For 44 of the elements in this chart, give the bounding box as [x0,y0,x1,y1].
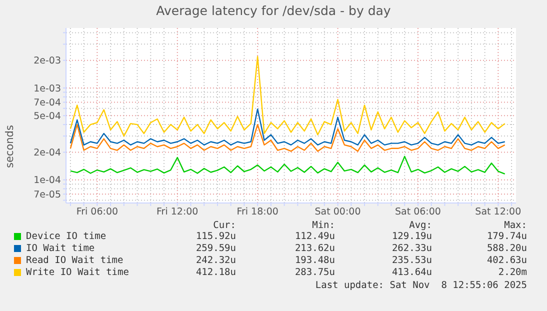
text: 112.49u [294,231,335,242]
text: 283.75u [294,267,335,278]
legend-label: IO Wait time [26,243,95,254]
y-tick-label: 2e-03 [34,56,61,67]
line-series [70,56,506,137]
text: 179.74u [486,231,527,242]
text: 588.20u [486,243,527,254]
text: Max: [504,220,527,231]
x-tick-label: Fri 18:00 [236,206,278,218]
text: 235.53u [392,255,432,266]
line-series [70,108,506,146]
line-series [70,156,506,175]
text: 193.48u [294,255,335,266]
text: Cur: [213,220,236,231]
chart-title: Average latency for /dev/sda - by day [155,3,392,18]
x-tick-label: Sat 00:00 [314,206,361,218]
legend-label: Device IO time [26,231,106,242]
x-tick-label: Fri 12:00 [156,206,198,218]
y-tick-label: 5e-04 [34,111,61,122]
x-tick-label: Sat 06:00 [394,206,441,218]
y-tick-label: 2e-04 [34,148,61,159]
text: Min: [312,220,335,231]
line-series [70,124,506,152]
text: 262.33u [392,243,432,254]
text: 213.62u [294,243,335,254]
legend-label: Read IO Wait time [26,255,124,266]
y-axis-title: seconds [4,125,16,168]
text: Last update: Sat Nov 8 12:55:06 2025 [315,280,527,291]
y-tick-label: 7e-04 [34,98,61,109]
text: 402.63u [486,255,527,266]
y-tick-label: 1e-04 [34,175,61,186]
text: 413.64u [392,267,432,278]
legend-label: Write IO Wait time [26,267,129,278]
text: 412.18u [196,267,236,278]
x-tick-label: Sat 12:00 [475,206,522,218]
y-tick-label: 1e-03 [34,83,61,94]
text: 2.20m [498,267,527,278]
y-tick-label: 7e-05 [34,189,61,200]
x-tick-label: Fri 06:00 [76,206,118,218]
text: 129.19u [392,231,432,242]
text: Avg: [409,220,432,231]
text: 115.92u [196,231,236,242]
text: 242.32u [196,255,236,266]
text: 259.59u [196,243,236,254]
